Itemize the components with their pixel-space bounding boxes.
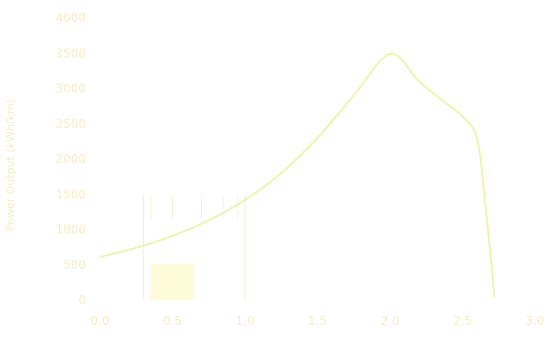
highlight-bar (150, 264, 195, 300)
x-tick-label: 1.0 (235, 314, 254, 328)
y-tick-label: 1000 (55, 223, 86, 237)
x-tick-label: 0.5 (163, 314, 182, 328)
x-tick-labels: 0.0 0.5 1.0 1.5 2.0 2.5 3.0 (90, 314, 544, 328)
y-tick-label: 3000 (55, 82, 86, 96)
x-tick-label: 2.5 (453, 314, 472, 328)
y-tick-label: 4000 (55, 11, 86, 25)
x-tick-label: 1.5 (308, 314, 327, 328)
y-tick-label: 1500 (55, 187, 86, 201)
series-group (99, 52, 496, 298)
y-tick-label: 2000 (55, 152, 86, 166)
x-tick-label: 0.0 (90, 314, 109, 328)
series-line (99, 52, 496, 298)
x-tick-label: 2.0 (380, 314, 399, 328)
y-tick-label: 2500 (55, 117, 86, 131)
y-axis-label: Power Output (kWh/km) (4, 99, 17, 231)
y-tick-labels: 0 500 1000 1500 2000 2500 3000 3500 4000 (55, 11, 86, 307)
y-tick-label: 0 (78, 293, 86, 307)
y-tick-label: 500 (63, 258, 86, 272)
reference-elements (142, 194, 246, 300)
x-tick-label: 3.0 (525, 314, 544, 328)
y-tick-label: 3500 (55, 46, 86, 60)
